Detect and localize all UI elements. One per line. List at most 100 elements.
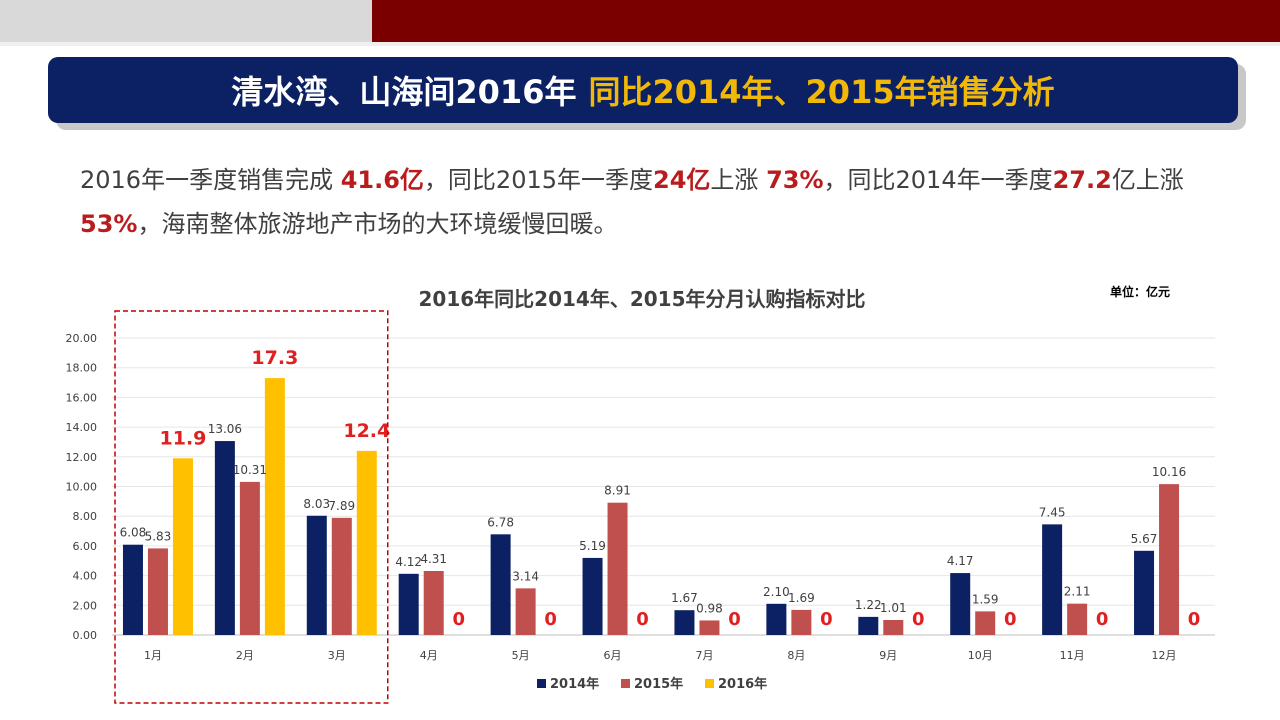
title-accent: 同比2014年、2015年销售分析	[588, 73, 1055, 111]
top-bar-divider	[0, 42, 1280, 46]
data-label-2016年-2月: 17.3	[251, 347, 298, 369]
top-bar-grey	[0, 0, 372, 42]
data-label-2016年-8月: 0	[820, 609, 833, 630]
summary-value-3: 73%	[766, 166, 824, 194]
y-tick-label: 12.00	[66, 451, 98, 464]
data-label-2014年-5月: 6.78	[487, 515, 514, 529]
y-tick-label: 10.00	[66, 481, 98, 494]
bar-2014年-4月	[398, 573, 419, 635]
y-tick-label: 2.00	[73, 599, 98, 612]
legend-swatch-2015年	[621, 679, 630, 688]
summary-text: 2016年一季度销售完成 41.6亿，同比2015年一季度24亿上涨 73%，同…	[80, 158, 1240, 246]
bar-2015年-6月	[607, 502, 628, 635]
bar-2015年-9月	[883, 620, 904, 635]
x-tick-label: 6月	[604, 649, 622, 662]
bar-2015年-4月	[423, 570, 444, 635]
summary-value-1: 41.6亿	[340, 166, 424, 194]
x-tick-label: 11月	[1060, 649, 1085, 662]
y-tick-label: 8.00	[73, 510, 98, 523]
bar-2015年-2月	[239, 481, 260, 635]
chart-bars	[122, 378, 1180, 635]
chart-data-labels: 6.085.83 11.9 13.06 10.31 17.3 8.037.89 12.4 4.…	[120, 347, 1201, 630]
data-label-2014年-1月: 6.08	[120, 526, 147, 540]
bar-2015年-12月	[1159, 484, 1180, 635]
x-tick-label: 12月	[1152, 649, 1177, 662]
data-label-2014年-9月: 1.22	[855, 598, 882, 612]
data-label-2014年-8月: 2.10	[763, 585, 790, 599]
y-tick-label: 14.00	[66, 421, 98, 434]
bar-2016年-2月	[264, 378, 285, 635]
data-label-2016年-7月: 0	[728, 609, 741, 630]
summary-text-3: 上涨	[710, 166, 767, 194]
bar-2014年-7月	[674, 610, 695, 635]
chart-title: 2016年同比2014年、2015年分月认购指标对比	[419, 287, 866, 311]
data-label-2015年-5月: 3.14	[512, 569, 539, 583]
summary-text-2: ，同比2015年一季度	[423, 166, 654, 194]
summary-text-1: 2016年一季度销售完成	[80, 166, 341, 194]
bar-2014年-6月	[582, 557, 603, 635]
legend-label-2014年: 2014年	[550, 676, 599, 692]
y-tick-label: 6.00	[73, 540, 98, 553]
bar-2015年-3月	[331, 517, 352, 635]
legend-label-2016年: 2016年	[718, 676, 767, 692]
y-tick-label: 18.00	[66, 362, 98, 375]
chart-y-axis: 0.00 2.00 4.00 6.00 8.00 10.00 12.00 14.00 16.00…	[66, 332, 98, 642]
bar-2015年-10月	[975, 611, 996, 635]
data-label-2015年-8月: 1.69	[788, 591, 815, 605]
x-tick-label: 9月	[879, 649, 897, 662]
y-tick-label: 0.00	[73, 629, 98, 642]
bar-2014年-8月	[766, 603, 787, 635]
data-label-2014年-2月: 13.06	[208, 422, 242, 436]
data-label-2016年-10月: 0	[1004, 609, 1017, 630]
legend-label-2015年: 2015年	[634, 676, 683, 692]
summary-text-5: 亿上涨	[1111, 166, 1184, 194]
page-title: 清水湾、山海间2016年 同比2014年、2015年销售分析	[48, 57, 1238, 123]
chart-x-axis: 1月 2月 3月 4月 5月 6月 7月 8月 9月 10月 11月 12月	[144, 649, 1177, 662]
bar-2016年-1月	[172, 458, 193, 635]
q1-highlight-box	[114, 310, 389, 704]
data-label-2015年-12月: 10.16	[1152, 465, 1186, 479]
x-tick-label: 10月	[968, 649, 993, 662]
chart-gridlines	[112, 337, 1215, 636]
data-label-2014年-3月: 8.03	[303, 497, 330, 511]
bar-2014年-5月	[490, 534, 511, 635]
bar-2014年-11月	[1042, 524, 1063, 635]
bar-2014年-3月	[306, 515, 327, 635]
bar-2015年-5月	[515, 588, 536, 635]
data-label-2015年-10月: 1.59	[972, 592, 999, 606]
data-label-2016年-9月: 0	[912, 609, 925, 630]
bar-2014年-12月	[1134, 550, 1155, 635]
data-label-2014年-12月: 5.67	[1131, 532, 1158, 546]
data-label-2014年-10月: 4.17	[947, 554, 974, 568]
data-label-2015年-7月: 0.98	[696, 601, 723, 615]
data-label-2015年-4月: 4.31	[420, 552, 447, 566]
bar-2016年-3月	[356, 450, 377, 635]
data-label-2015年-2月: 10.31	[233, 463, 267, 477]
top-bar-red	[372, 0, 1280, 42]
x-tick-label: 7月	[695, 649, 713, 662]
summary-text-4: ，同比2014年一季度	[823, 166, 1053, 194]
data-label-2016年-11月: 0	[1096, 609, 1109, 630]
bar-2014年-9月	[858, 616, 879, 635]
bar-2014年-1月	[122, 544, 143, 635]
chart-legend: 2014年 2015年 2016年	[537, 676, 767, 692]
bar-2015年-11月	[1067, 603, 1088, 635]
chart-unit-label: 单位：亿元	[1110, 284, 1170, 299]
x-tick-label: 2月	[236, 649, 254, 662]
data-label-2015年-3月: 7.89	[328, 499, 355, 513]
data-label-2016年-4月: 0	[452, 609, 465, 630]
data-label-2014年-11月: 7.45	[1039, 505, 1066, 519]
y-tick-label: 4.00	[73, 570, 98, 583]
data-label-2015年-6月: 8.91	[604, 484, 631, 498]
summary-value-2: 24亿	[653, 166, 711, 194]
x-tick-label: 5月	[512, 649, 530, 662]
data-label-2015年-11月: 2.11	[1064, 585, 1091, 599]
data-label-2016年-6月: 0	[636, 609, 649, 630]
data-label-2016年-12月: 0	[1188, 609, 1201, 630]
bar-2015年-8月	[791, 609, 812, 635]
y-tick-label: 20.00	[66, 332, 98, 345]
title-main: 清水湾、山海间2016年	[231, 73, 577, 111]
data-label-2014年-6月: 5.19	[579, 539, 606, 553]
summary-text-6: ，海南整体旅游地产市场的大环境缓慢回暖。	[137, 210, 618, 238]
